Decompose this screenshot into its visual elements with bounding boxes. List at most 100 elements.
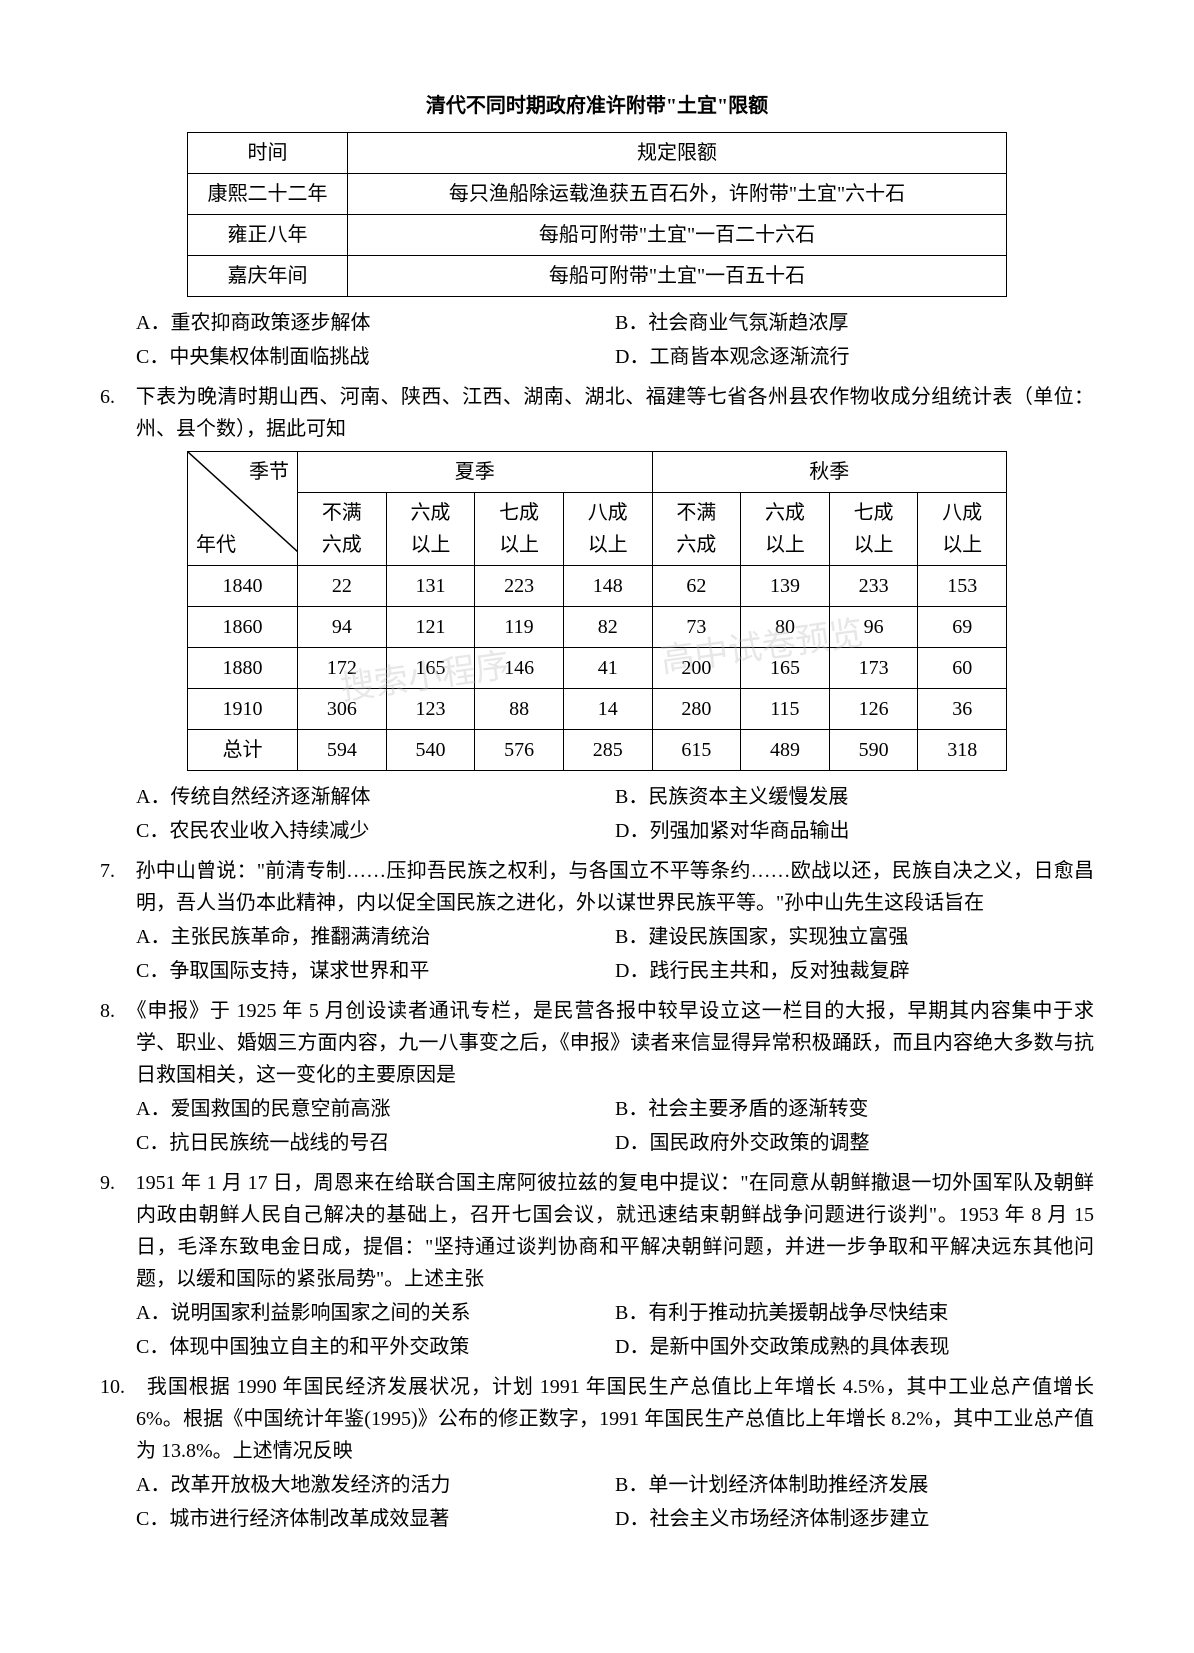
q10-opt-c: C．城市进行经济体制改革成效显著 <box>136 1503 615 1535</box>
t2r4c2: 540 <box>386 730 475 771</box>
t2-s0: 不满 六成 <box>298 493 387 566</box>
q10-num: 10. <box>100 1376 125 1398</box>
t1-r1c1: 每船可附带"土宜"一百二十六石 <box>348 215 1007 256</box>
q5-opt-a: A．重农抑商政策逐步解体 <box>136 307 615 339</box>
q10-opt-b: B．单一计划经济体制助推经济发展 <box>615 1469 1094 1501</box>
q10-text: 10. 我国根据 1990 年国民经济发展状况，计划 1991 年国民生产总值比… <box>136 1371 1094 1467</box>
q8-opt-b: B．社会主要矛盾的逐渐转变 <box>615 1093 1094 1125</box>
t2-s3: 八成 以上 <box>563 493 652 566</box>
q6-opts-ab: A．传统自然经济逐渐解体 B．民族资本主义缓慢发展 <box>136 781 1094 813</box>
t2r3c4: 14 <box>563 689 652 730</box>
t2r2c0: 1880 <box>188 648 298 689</box>
q6-block: 6. 下表为晚清时期山西、河南、陕西、江西、湖南、湖北、福建等七省各州县农作物收… <box>100 381 1094 445</box>
q7-block: 7. 孙中山曾说："前清专制……压抑吾民族之权利，与各国立不平等条约……欧战以还… <box>100 855 1094 987</box>
t2r0c1: 22 <box>298 566 387 607</box>
t1-h1: 规定限额 <box>348 133 1007 174</box>
q10-block: 10. 我国根据 1990 年国民经济发展状况，计划 1991 年国民生产总值比… <box>100 1371 1094 1535</box>
t2r0c3: 223 <box>475 566 564 607</box>
q6-opt-a: A．传统自然经济逐渐解体 <box>136 781 615 813</box>
t2r3c5: 280 <box>652 689 741 730</box>
q9-body: 1951 年 1 月 17 日，周恩来在给联合国主席阿彼拉兹的复电中提议："在同… <box>136 1172 1094 1290</box>
t2-s6: 七成 以上 <box>829 493 918 566</box>
q10-body: 我国根据 1990 年国民经济发展状况，计划 1991 年国民生产总值比上年增长… <box>136 1376 1094 1462</box>
q7-opt-b: B．建设民族国家，实现独立富强 <box>615 921 1094 953</box>
q5-opt-c: C．中央集权体制面临挑战 <box>136 341 615 373</box>
q6-opt-c: C．农民农业收入持续减少 <box>136 815 615 847</box>
t2r4c4: 285 <box>563 730 652 771</box>
t1-r0c1: 每只渔船除运载渔获五百石外，许附带"土宜"六十石 <box>348 174 1007 215</box>
t2r1c6: 80 <box>741 607 830 648</box>
t1-r0c0: 康熙二十二年 <box>188 174 348 215</box>
t2r2c8: 60 <box>918 648 1007 689</box>
t2r3c0: 1910 <box>188 689 298 730</box>
t2r3c7: 126 <box>829 689 918 730</box>
t2r3c8: 36 <box>918 689 1007 730</box>
t1-h0: 时间 <box>188 133 348 174</box>
q7-opt-d: D．践行民主共和，反对独裁复辟 <box>615 955 1094 987</box>
t2r2c4: 41 <box>563 648 652 689</box>
t2r1c2: 121 <box>386 607 475 648</box>
q6-body: 下表为晚清时期山西、河南、陕西、江西、湖南、湖北、福建等七省各州县农作物收成分组… <box>136 386 1094 440</box>
t1-r2c1: 每船可附带"土宜"一百五十石 <box>348 256 1007 297</box>
t2r1c8: 69 <box>918 607 1007 648</box>
q6-opts-cd: C．农民农业收入持续减少 D．列强加紧对华商品输出 <box>136 815 1094 847</box>
t2-diag-top: 季节 <box>249 456 289 488</box>
t2r1c7: 96 <box>829 607 918 648</box>
t2r2c1: 172 <box>298 648 387 689</box>
t2-s4: 不满 六成 <box>652 493 741 566</box>
t2r2c7: 173 <box>829 648 918 689</box>
t2r1c4: 82 <box>563 607 652 648</box>
t2-diag: 季节 年代 <box>188 452 298 566</box>
t2r4c8: 318 <box>918 730 1007 771</box>
t2r3c1: 306 <box>298 689 387 730</box>
t1-r2c0: 嘉庆年间 <box>188 256 348 297</box>
t2r2c6: 165 <box>741 648 830 689</box>
table2: 季节 年代 夏季 秋季 不满 六成 六成 以上 七成 以上 八成 以上 不满 六… <box>187 451 1007 771</box>
t2r3c6: 115 <box>741 689 830 730</box>
t2r0c6: 139 <box>741 566 830 607</box>
t2r2c3: 146 <box>475 648 564 689</box>
q10-opt-d: D．社会主义市场经济体制逐步建立 <box>615 1503 1094 1535</box>
t2r0c7: 233 <box>829 566 918 607</box>
q10-opt-a: A．改革开放极大地激发经济的活力 <box>136 1469 615 1501</box>
t2r0c0: 1840 <box>188 566 298 607</box>
q8-opt-c: C．抗日民族统一战线的号召 <box>136 1127 615 1159</box>
t2-s7: 八成 以上 <box>918 493 1007 566</box>
q9-opt-c: C．体现中国独立自主的和平外交政策 <box>136 1331 615 1363</box>
q6-num: 6. <box>100 386 115 408</box>
t2r4c1: 594 <box>298 730 387 771</box>
t2r3c2: 123 <box>386 689 475 730</box>
q9-opt-b: B．有利于推动抗美援朝战争尽快结束 <box>615 1297 1094 1329</box>
q9-num: 9. <box>100 1172 115 1194</box>
t2r0c2: 131 <box>386 566 475 607</box>
t2r3c3: 88 <box>475 689 564 730</box>
q9-block: 9. 1951 年 1 月 17 日，周恩来在给联合国主席阿彼拉兹的复电中提议：… <box>100 1167 1094 1363</box>
t2r1c5: 73 <box>652 607 741 648</box>
q7-text: 7. 孙中山曾说："前清专制……压抑吾民族之权利，与各国立不平等条约……欧战以还… <box>136 855 1094 919</box>
t2-season2: 秋季 <box>652 452 1007 493</box>
q8-text: 8. 《申报》于 1925 年 5 月创设读者通讯专栏，是民营各报中较早设立这一… <box>136 995 1094 1091</box>
page: 清代不同时期政府准许附带"土宜"限额 时间 规定限额 康熙二十二年每只渔船除运载… <box>100 90 1094 1535</box>
q8-opt-d: D．国民政府外交政策的调整 <box>615 1127 1094 1159</box>
t2-s2: 七成 以上 <box>475 493 564 566</box>
q5-opt-d: D．工商皆本观念逐渐流行 <box>615 341 1094 373</box>
t2r4c3: 576 <box>475 730 564 771</box>
q7-opt-a: A．主张民族革命，推翻满清统治 <box>136 921 615 953</box>
table1-title: 清代不同时期政府准许附带"土宜"限额 <box>100 90 1094 122</box>
q7-opt-c: C．争取国际支持，谋求世界和平 <box>136 955 615 987</box>
q8-num: 8. <box>100 1000 115 1022</box>
q8-block: 8. 《申报》于 1925 年 5 月创设读者通讯专栏，是民营各报中较早设立这一… <box>100 995 1094 1159</box>
t2r1c3: 119 <box>475 607 564 648</box>
t2r0c5: 62 <box>652 566 741 607</box>
t2r0c8: 153 <box>918 566 1007 607</box>
q6-text: 6. 下表为晚清时期山西、河南、陕西、江西、湖南、湖北、福建等七省各州县农作物收… <box>136 381 1094 445</box>
q7-num: 7. <box>100 860 115 882</box>
q6-opt-d: D．列强加紧对华商品输出 <box>615 815 1094 847</box>
t2-season1: 夏季 <box>298 452 653 493</box>
q5-opt-b: B．社会商业气氛渐趋浓厚 <box>615 307 1094 339</box>
q5-opts-ab: A．重农抑商政策逐步解体 B．社会商业气氛渐趋浓厚 <box>136 307 1094 339</box>
q5-opts-cd: C．中央集权体制面临挑战 D．工商皆本观念逐渐流行 <box>136 341 1094 373</box>
t2-diag-bot: 年代 <box>196 529 236 561</box>
t2-s1: 六成 以上 <box>386 493 475 566</box>
t2r4c6: 489 <box>741 730 830 771</box>
